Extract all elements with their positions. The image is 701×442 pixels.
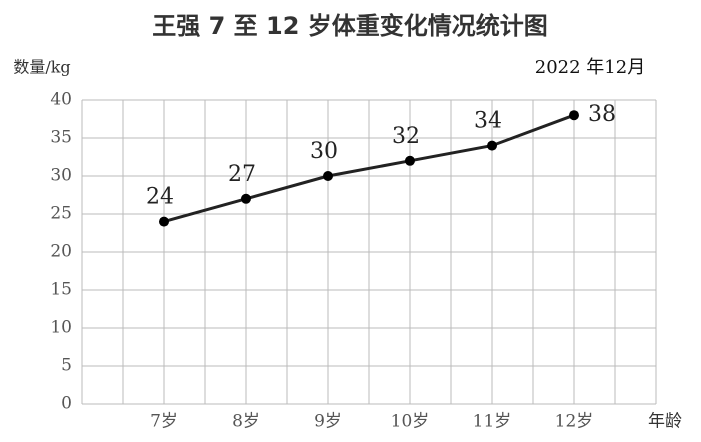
value-label: 34 — [474, 109, 502, 134]
y-tick-label: 15 — [50, 280, 72, 300]
y-tick-label: 40 — [50, 90, 72, 110]
point — [487, 140, 497, 151]
y-tick-label: 25 — [50, 204, 72, 224]
x-tick-label: 11岁 — [473, 412, 512, 432]
x-tick-label: 10岁 — [391, 412, 430, 432]
point — [405, 155, 415, 166]
point — [323, 171, 333, 181]
chart-title: 王强 7 至 12 岁体重变化情况统计图 — [152, 12, 548, 40]
value-label: 27 — [228, 162, 256, 187]
y-tick-label: 20 — [50, 242, 72, 262]
line — [163, 113, 575, 224]
date-label: 2022 年12月 — [535, 57, 645, 78]
y-tick-label: 30 — [50, 166, 72, 186]
x-axis-label: 年龄 — [648, 412, 682, 432]
x-tick-label: 9岁 — [314, 412, 342, 432]
point — [241, 193, 251, 204]
y-tick-label: 35 — [50, 128, 72, 148]
value-label: 30 — [310, 139, 338, 164]
y-axis-label: 数量/kg — [13, 58, 70, 77]
y-tick-label: 0 — [61, 394, 72, 414]
y-tick-label: 5 — [61, 356, 72, 376]
value-label: 32 — [392, 124, 420, 149]
x-tick-label: 7岁 — [150, 412, 178, 432]
x-tick-label: 8岁 — [232, 412, 260, 432]
value-label: 38 — [588, 102, 616, 127]
value-label: 24 — [146, 185, 174, 210]
y-tick-label: 10 — [50, 318, 72, 338]
x-tick-label: 12岁 — [555, 412, 594, 432]
point — [569, 110, 579, 121]
point — [159, 216, 169, 227]
